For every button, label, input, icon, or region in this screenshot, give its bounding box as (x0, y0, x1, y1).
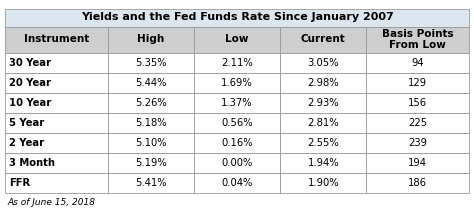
Text: 186: 186 (408, 178, 427, 187)
Bar (5, 173, 108, 192)
Bar (5, 8, 469, 26)
Text: 156: 156 (408, 97, 427, 107)
Bar (280, 133, 366, 153)
Bar (194, 26, 280, 53)
Bar (108, 153, 194, 173)
Text: As of June 15, 2018: As of June 15, 2018 (7, 198, 95, 207)
Text: Basis Points
From Low: Basis Points From Low (382, 29, 454, 50)
Bar (280, 153, 366, 173)
Bar (108, 92, 194, 112)
Text: 2.81%: 2.81% (308, 117, 339, 128)
Text: 239: 239 (408, 138, 427, 148)
Text: FFR: FFR (9, 178, 30, 187)
Text: 5 Year: 5 Year (9, 117, 44, 128)
Bar (280, 173, 366, 192)
Bar (366, 53, 469, 72)
Bar (194, 53, 280, 72)
Text: 1.69%: 1.69% (221, 77, 253, 87)
Bar (280, 72, 366, 92)
Text: 3 Month: 3 Month (9, 158, 55, 168)
Bar (5, 153, 108, 173)
Text: 2.55%: 2.55% (308, 138, 339, 148)
Text: 5.18%: 5.18% (135, 117, 166, 128)
Text: 0.00%: 0.00% (221, 158, 253, 168)
Bar (366, 133, 469, 153)
Text: 5.35%: 5.35% (135, 58, 166, 67)
Text: 0.56%: 0.56% (221, 117, 253, 128)
Bar (280, 92, 366, 112)
Text: 5.44%: 5.44% (135, 77, 166, 87)
Text: 5.26%: 5.26% (135, 97, 166, 107)
Bar (5, 26, 108, 53)
Text: 5.19%: 5.19% (135, 158, 166, 168)
Text: 5.41%: 5.41% (135, 178, 166, 187)
Text: Instrument: Instrument (24, 35, 89, 44)
Text: 2.98%: 2.98% (308, 77, 339, 87)
Text: 1.37%: 1.37% (221, 97, 253, 107)
Text: 20 Year: 20 Year (9, 77, 51, 87)
Text: 2 Year: 2 Year (9, 138, 44, 148)
Text: Yields and the Fed Funds Rate Since January 2007: Yields and the Fed Funds Rate Since Janu… (81, 13, 393, 23)
Bar (366, 173, 469, 192)
Bar (366, 72, 469, 92)
Bar (366, 26, 469, 53)
Bar (5, 112, 108, 133)
Bar (108, 26, 194, 53)
Text: 225: 225 (408, 117, 427, 128)
Bar (5, 133, 108, 153)
Bar (366, 153, 469, 173)
Bar (194, 153, 280, 173)
Text: 129: 129 (408, 77, 427, 87)
Text: Current: Current (301, 35, 346, 44)
Bar (108, 133, 194, 153)
Bar (5, 53, 108, 72)
Text: 30 Year: 30 Year (9, 58, 51, 67)
Bar (194, 173, 280, 192)
Text: 1.94%: 1.94% (308, 158, 339, 168)
Text: 3.05%: 3.05% (308, 58, 339, 67)
Text: 2.11%: 2.11% (221, 58, 253, 67)
Bar (280, 26, 366, 53)
Text: Low: Low (225, 35, 249, 44)
Bar (108, 112, 194, 133)
Text: 1.90%: 1.90% (308, 178, 339, 187)
Text: 5.10%: 5.10% (135, 138, 166, 148)
Bar (366, 92, 469, 112)
Text: 94: 94 (411, 58, 424, 67)
Bar (108, 173, 194, 192)
Bar (366, 112, 469, 133)
Bar (108, 53, 194, 72)
Text: 2.93%: 2.93% (308, 97, 339, 107)
Bar (280, 53, 366, 72)
Bar (5, 92, 108, 112)
Bar (194, 112, 280, 133)
Text: 0.04%: 0.04% (221, 178, 253, 187)
Bar (5, 72, 108, 92)
Text: 194: 194 (408, 158, 427, 168)
Text: 0.16%: 0.16% (221, 138, 253, 148)
Text: High: High (137, 35, 164, 44)
Bar (194, 133, 280, 153)
Bar (194, 92, 280, 112)
Bar (194, 72, 280, 92)
Text: 10 Year: 10 Year (9, 97, 51, 107)
Bar (108, 72, 194, 92)
Bar (280, 112, 366, 133)
